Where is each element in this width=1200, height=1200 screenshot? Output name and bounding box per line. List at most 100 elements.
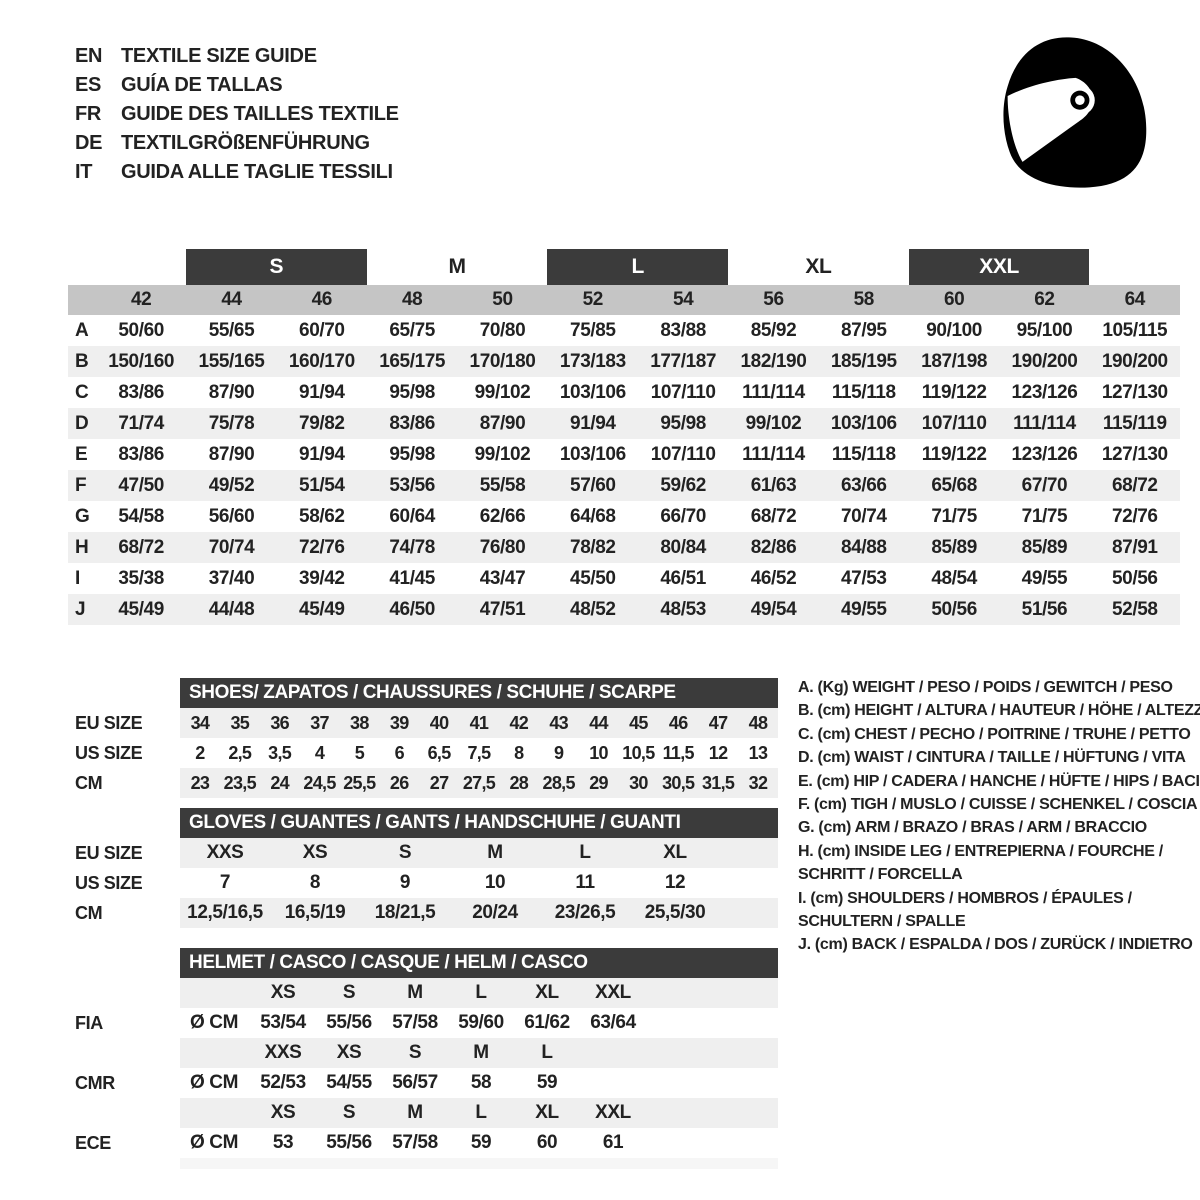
legend-line: A. (Kg) WEIGHT / PESO / POIDS / GEWITCH …: [798, 679, 1173, 696]
row-letter: D: [75, 413, 89, 434]
shoe-size-value: 26: [389, 773, 409, 793]
row-letter: B: [75, 351, 89, 372]
measurement-value: 71/75: [931, 506, 977, 527]
helmet-size-label: S: [408, 1042, 422, 1063]
fia-values: Ø CM 53/54 55/56 57/58 59/60 61/62 63/64: [180, 1008, 778, 1038]
measurement-value: 99/102: [745, 413, 802, 434]
measurement-value: 58/62: [299, 506, 345, 527]
language-row: FR GUIDE DES TAILLES TEXTILE: [75, 100, 399, 129]
shoe-size-value: 9: [554, 743, 564, 763]
size-group-l: L: [547, 249, 729, 285]
measurement-value: 56/60: [208, 506, 255, 527]
measurement-value: 91/94: [299, 382, 345, 403]
measurement-value: 190/200: [1101, 351, 1168, 372]
legend-line: SCHULTERN / SPALLE: [798, 913, 966, 931]
shoe-size-value: 10: [589, 743, 608, 763]
helmet-size-value: 59/60: [458, 1012, 504, 1033]
measurement-value: 115/119: [1102, 413, 1167, 434]
helmet-size-value: 52/53: [260, 1072, 306, 1093]
measurement-value: 57/60: [570, 475, 616, 496]
helmet-size-value: 60: [536, 1132, 558, 1153]
measurement-value: 85/89: [931, 537, 977, 558]
glove-size-value: L: [579, 842, 591, 863]
measurement-value: 87/90: [208, 382, 255, 403]
shoes-row: CM 23 23,5 24 24,5 25,5 26 27 27,5 28 28…: [75, 768, 778, 798]
measurement-value: 71/75: [1021, 506, 1068, 527]
language-title: GUIDA ALLE TAGLIE TESSILI: [121, 161, 393, 183]
shoe-size-value: 25,5: [343, 773, 376, 793]
row-label: CM: [75, 903, 103, 923]
measurement-value: 87/90: [208, 444, 255, 465]
helmet-size-value: 58: [470, 1072, 492, 1093]
measurement-value: 95/100: [1016, 320, 1073, 341]
legend-line: H. (cm) INSIDE LEG / ENTREPIERNA / FOURC…: [798, 842, 1163, 860]
size-column-header: 54: [672, 289, 694, 310]
helmet-size-label: XS: [270, 1102, 296, 1123]
measurement-value: 60/70: [299, 320, 345, 341]
measurement-value: 46/52: [750, 568, 797, 589]
measurement-value: 111/114: [742, 444, 805, 465]
measurement-value: 95/98: [389, 382, 435, 403]
size-group-header-row: S M L XL XXL: [68, 249, 1180, 285]
measurement-value: 49/55: [841, 599, 887, 620]
measurement-value: 127/130: [1101, 444, 1168, 465]
measurement-value: 37/40: [208, 568, 255, 589]
measurement-value: 85/92: [750, 320, 797, 341]
row-letter: G: [75, 506, 90, 527]
fia-sizes: XS S M L XL XXL: [180, 978, 778, 1008]
measurement-value: 115/118: [831, 382, 896, 403]
measurement-value: 48/54: [931, 568, 977, 589]
shoe-size-value: 30,5: [662, 773, 695, 793]
size-column-header: 52: [582, 289, 604, 310]
measurement-value: 165/175: [379, 351, 446, 372]
row-label: EU SIZE: [75, 843, 143, 863]
measurement-value: 78/82: [570, 537, 616, 558]
measurement-value: 84/88: [841, 537, 887, 558]
shoe-size-value: 7,5: [467, 743, 491, 763]
measurement-value: 83/86: [118, 382, 164, 403]
shoe-size-value: 27: [429, 773, 449, 793]
legend-line: E. (cm) HIP / CADERA / HANCHE / HÜFTE / …: [798, 772, 1200, 790]
shoe-size-value: 37: [310, 713, 329, 733]
measurement-value: 91/94: [299, 444, 345, 465]
measurement-value: 111/114: [1013, 413, 1076, 434]
measurement-value: 170/180: [469, 351, 536, 372]
measurement-legend: A. (Kg) WEIGHT / PESO / POIDS / GEWITCH …: [798, 676, 1200, 957]
spacer: [180, 1038, 250, 1068]
size-column-header: 42: [130, 289, 152, 310]
helmet-size-value: 63/64: [590, 1012, 636, 1033]
row-label: US SIZE: [75, 873, 143, 893]
measurement-value: 63/66: [841, 475, 887, 496]
gloves-values: XXS XS S M L XL: [180, 838, 778, 868]
spacer: [180, 1098, 250, 1128]
measurement-row: G 54/58 56/60 58/62 60/64 62/66 64/68 66…: [68, 501, 1180, 532]
size-column-header: 58: [853, 289, 875, 310]
measurement-value: 99/102: [474, 382, 531, 403]
measurement-row: F 47/50 49/52 51/54 53/56 55/58 57/60 59…: [68, 470, 1180, 501]
shoe-size-value: 43: [549, 713, 568, 733]
legend-line: D. (cm) WAIST / CINTURA / TAILLE / HÜFTU…: [798, 749, 1186, 767]
helmet-size-label: L: [541, 1042, 553, 1063]
shoe-size-value: 46: [668, 713, 688, 733]
shoes-values: 2 2,5 3,5 4 5 6 6,5 7,5 8 9 10 10,5 11,5…: [180, 738, 778, 768]
measurement-value: 76/80: [479, 537, 526, 558]
shoe-size-value: 28,5: [542, 773, 576, 793]
measurement-value: 80/84: [660, 537, 706, 558]
helmet-size-label: XXL: [595, 1102, 631, 1123]
measurement-value: 190/200: [1011, 351, 1078, 372]
helmet-icon: [1003, 37, 1147, 188]
helmet-size-label: S: [342, 982, 356, 1003]
measurement-value: 47/53: [841, 568, 887, 589]
measurement-value: 83/88: [660, 320, 706, 341]
helmet-size-value: 53/54: [260, 1012, 306, 1033]
row-letter: H: [75, 537, 89, 558]
shoe-size-value: 27,5: [462, 773, 496, 793]
language-row: IT GUIDA ALLE TAGLIE TESSILI: [75, 158, 399, 187]
shoe-size-value: 45: [629, 713, 648, 733]
measurement-value: 45/50: [570, 568, 616, 589]
diameter-unit-label: Ø CM: [190, 1012, 239, 1033]
helmet-size-value: 57/58: [392, 1012, 438, 1033]
language-code: FR: [75, 103, 102, 125]
measurement-value: 107/110: [921, 413, 987, 434]
